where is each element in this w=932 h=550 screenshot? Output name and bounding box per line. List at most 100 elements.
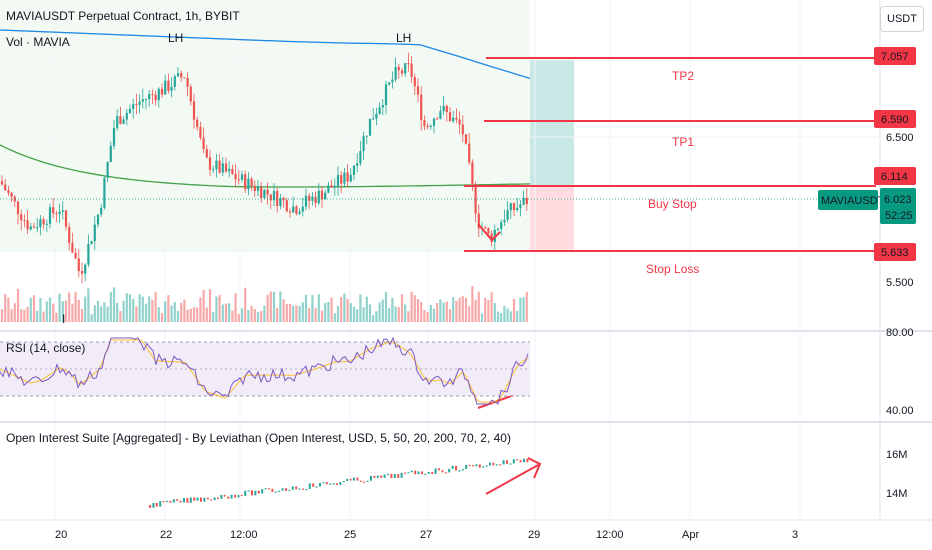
candle-body-122 xyxy=(391,79,394,83)
candle-body-128 xyxy=(410,63,413,77)
volume-bar-117 xyxy=(375,311,378,322)
candle-body-159 xyxy=(509,203,512,211)
candle-body-155 xyxy=(496,228,500,230)
volume-bar-24 xyxy=(77,299,80,322)
candle-body-0 xyxy=(0,181,4,185)
volume-bar-90 xyxy=(288,303,292,322)
volume-bar-70 xyxy=(224,303,228,322)
candles xyxy=(0,52,528,284)
volume-bar-56 xyxy=(180,302,183,322)
candle-body-130 xyxy=(416,86,420,95)
oi-candle-27 xyxy=(240,494,243,497)
candle-body-58 xyxy=(186,77,189,87)
volume-bar-54 xyxy=(173,302,176,322)
volume-bar-137 xyxy=(439,299,442,322)
oi-candle-106 xyxy=(509,463,512,465)
volume-bar-122 xyxy=(391,297,394,322)
volume-bar-4 xyxy=(13,303,16,322)
candle-body-153 xyxy=(490,233,493,242)
oi-candle-88 xyxy=(448,468,451,473)
oi-candle-110 xyxy=(523,458,525,463)
candle-body-6 xyxy=(20,214,23,221)
candle-body-92 xyxy=(295,206,298,214)
volume-bar-14 xyxy=(45,301,48,322)
volume-bar-3 xyxy=(10,309,13,322)
volume-bars xyxy=(0,286,528,322)
volume-bar-66 xyxy=(212,312,215,322)
tp1-label: TP1 xyxy=(672,135,694,149)
candle-body-36 xyxy=(116,116,119,128)
volume-bar-15 xyxy=(48,297,52,322)
candle-body-120 xyxy=(384,84,388,106)
oi-candle-93 xyxy=(465,464,468,469)
stop-zone xyxy=(530,186,574,250)
volume-bar-121 xyxy=(388,307,391,322)
volume-bar-40 xyxy=(128,294,132,322)
candle-body-13 xyxy=(42,219,45,225)
oi-candle-64 xyxy=(366,480,369,482)
volume-bar-44 xyxy=(141,296,144,322)
oi-candle-13 xyxy=(193,497,196,501)
volume-bar-154 xyxy=(493,302,496,322)
rsi-title: RSI (14, close) xyxy=(6,341,85,355)
volume-bar-163 xyxy=(522,296,525,322)
time-label-20: 20 xyxy=(55,529,67,541)
oi-candle-62 xyxy=(359,480,362,482)
candle-body-80 xyxy=(256,187,260,192)
currency-button[interactable]: USDT xyxy=(880,6,924,32)
volume-bar-43 xyxy=(138,294,141,322)
oi-candle-96 xyxy=(475,464,478,467)
candle-body-129 xyxy=(413,76,416,87)
candle-body-70 xyxy=(224,163,228,172)
candle-body-123 xyxy=(394,67,397,80)
candle-body-64 xyxy=(205,149,208,158)
candle-body-2 xyxy=(7,190,10,193)
candle-body-143 xyxy=(458,119,461,125)
volume-bar-46 xyxy=(148,296,151,322)
volume-bar-88 xyxy=(282,299,285,322)
volume-bar-49 xyxy=(157,307,160,322)
oi-candle-102 xyxy=(495,464,498,466)
volume-bar-47 xyxy=(151,299,154,322)
volume-bar-141 xyxy=(452,297,455,322)
volume-bar-27 xyxy=(87,288,90,322)
candle-body-14 xyxy=(45,223,48,225)
oi-candle-2 xyxy=(155,503,158,507)
highlight-zone xyxy=(0,0,530,252)
volume-bar-99 xyxy=(317,294,320,322)
candle-body-26 xyxy=(84,264,87,274)
volume-bar-123 xyxy=(394,306,397,322)
oi-candle-29 xyxy=(247,490,250,492)
candle-body-1 xyxy=(4,184,7,191)
volume-bar-131 xyxy=(420,302,423,322)
candle-body-126 xyxy=(404,63,407,74)
symbol-tag: MAVIAUSDT.P xyxy=(818,190,894,210)
svg-text:52:25: 52:25 xyxy=(885,210,913,222)
volume-bar-22 xyxy=(71,303,74,322)
volume-bar-76 xyxy=(244,287,247,322)
volume-bar-134 xyxy=(429,304,432,322)
candle-body-83 xyxy=(266,189,269,195)
oi-candle-32 xyxy=(257,490,260,494)
candle-body-119 xyxy=(381,105,384,108)
volume-bar-61 xyxy=(196,307,199,322)
volume-bar-62 xyxy=(199,297,202,322)
volume-bar-74 xyxy=(237,313,240,322)
candle-body-12 xyxy=(39,219,42,228)
volume-bar-95 xyxy=(304,294,308,322)
volume-bar-103 xyxy=(330,297,333,322)
volume-bar-41 xyxy=(132,298,135,322)
candle-body-24 xyxy=(77,258,80,272)
candle-body-82 xyxy=(263,189,266,199)
price-divergence-mark xyxy=(477,223,501,242)
chart-title: MAVIAUSDT Perpetual Contract, 1h, BYBIT xyxy=(6,9,240,23)
lh-label-1: LH xyxy=(168,31,183,45)
oi-candle-17 xyxy=(206,497,209,500)
oi-candle-89 xyxy=(451,465,454,469)
badge-stop-loss: 5.633 xyxy=(874,243,916,261)
volume-bar-29 xyxy=(93,305,96,322)
candle-body-163 xyxy=(522,197,525,205)
oi-candle-105 xyxy=(506,460,508,464)
oi-candle-81 xyxy=(424,473,427,476)
